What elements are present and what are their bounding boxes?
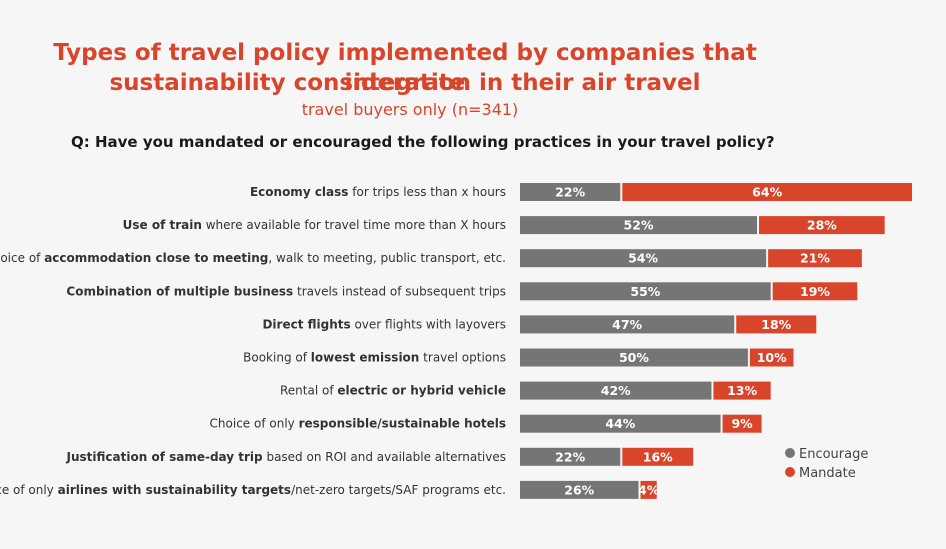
category-label: Direct flights over flights with layover… xyxy=(262,317,506,331)
category-label: Booking of lowest emission travel option… xyxy=(243,351,506,365)
data-label-encourage: 50% xyxy=(619,350,649,365)
data-label-mandate: 10% xyxy=(757,350,787,365)
data-label-mandate: 19% xyxy=(800,284,830,299)
bar-mandate xyxy=(640,480,657,499)
category-label: Combination of multiple business travels… xyxy=(66,284,506,298)
category-label: Justification of same-day trip based on … xyxy=(66,450,506,464)
legend-marker xyxy=(785,467,795,477)
data-label-mandate: 21% xyxy=(800,251,830,266)
data-label-encourage: 42% xyxy=(601,383,631,398)
bar-mandate xyxy=(736,315,817,334)
chart-title-line-2: sustainability consideration in their ai… xyxy=(109,70,701,96)
data-label-encourage: 26% xyxy=(564,482,594,497)
bar-mandate xyxy=(768,249,862,268)
category-label: Use of train where available for travel … xyxy=(123,218,506,232)
data-label-mandate: 28% xyxy=(807,218,837,233)
bar-mandate xyxy=(722,414,762,433)
bar-encourage xyxy=(520,249,767,268)
bar-mandate xyxy=(622,183,912,201)
category-label: Economy class for trips less than x hour… xyxy=(250,185,506,199)
bar-encourage xyxy=(520,315,735,334)
chart-subtitle: travel buyers only (n=341) xyxy=(301,100,519,119)
bar-encourage xyxy=(520,183,621,201)
data-label-encourage: 22% xyxy=(555,185,585,200)
bar-encourage xyxy=(520,348,748,367)
data-label-encourage: 44% xyxy=(605,416,635,431)
data-label-encourage: 54% xyxy=(628,251,658,266)
data-label-mandate: 9% xyxy=(731,416,753,431)
bar-encourage xyxy=(520,480,639,499)
bar-mandate xyxy=(759,216,885,235)
data-label-encourage: 52% xyxy=(624,218,654,233)
legend-marker xyxy=(785,448,795,458)
survey-question: Q: Have you mandated or encouraged the f… xyxy=(71,133,775,151)
bar-mandate xyxy=(622,447,694,466)
legend-label: Mandate xyxy=(799,466,856,481)
data-label-encourage: 22% xyxy=(555,449,585,464)
category-label: Choice of only responsible/sustainable h… xyxy=(210,417,506,431)
bar-encourage xyxy=(520,381,712,400)
category-label: Choice of accommodation close to meeting… xyxy=(0,251,506,265)
category-label: Choice of only airlines with sustainabil… xyxy=(0,483,506,497)
data-label-mandate: 13% xyxy=(727,383,757,398)
bar-encourage xyxy=(520,447,621,466)
data-label-encourage: 55% xyxy=(630,284,660,299)
category-label: Rental of electric or hybrid vehicle xyxy=(280,384,506,398)
bar-encourage xyxy=(520,282,771,301)
data-label-mandate: 16% xyxy=(643,449,673,464)
bar-encourage xyxy=(520,414,721,433)
data-label-mandate: 4% xyxy=(638,482,660,497)
data-label-mandate: 18% xyxy=(761,317,791,332)
bar-mandate xyxy=(713,381,771,400)
bar-encourage xyxy=(520,216,758,235)
chart-title-line-1: Types of travel policy implemented by co… xyxy=(53,40,757,96)
data-label-mandate: 64% xyxy=(752,185,782,200)
bar-mandate xyxy=(749,348,794,367)
data-label-encourage: 47% xyxy=(612,317,642,332)
bar-mandate xyxy=(772,282,858,301)
legend-label: Encourage xyxy=(799,447,868,462)
